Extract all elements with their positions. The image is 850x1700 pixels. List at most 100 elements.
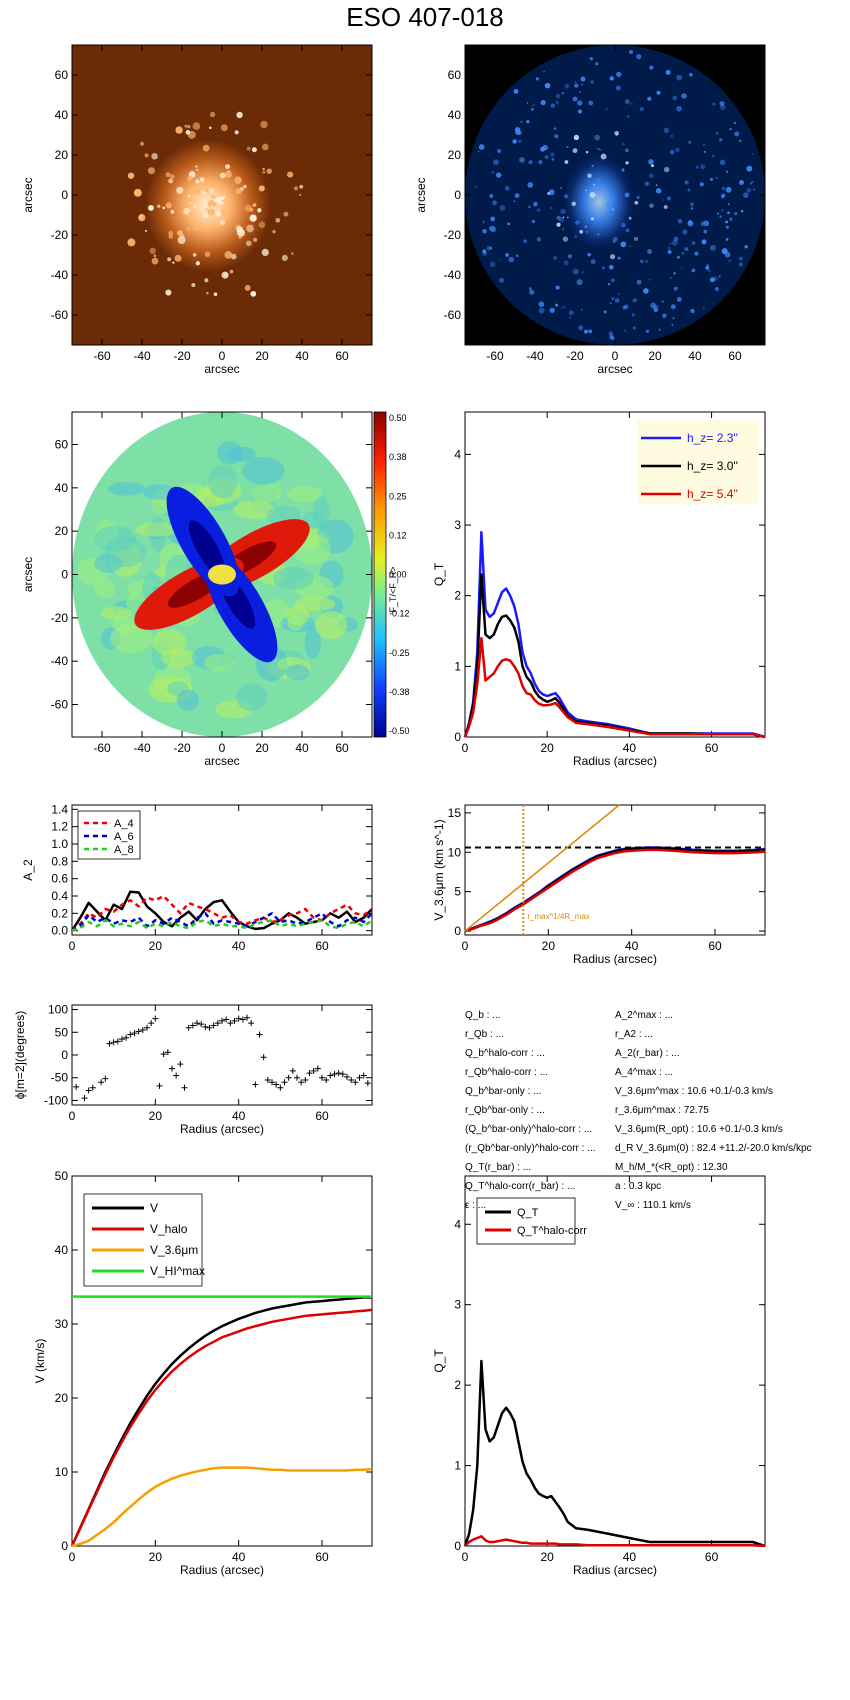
p2-knot (538, 307, 545, 314)
p7-ytick-label: -50 (51, 1071, 69, 1085)
p3-patch (152, 629, 187, 656)
p2-knot (725, 170, 729, 173)
p2-knot (620, 241, 627, 248)
p1-knot (148, 204, 154, 211)
p2-knot (566, 145, 569, 149)
p2-knot (523, 239, 528, 244)
p4-ylabel: Q_T (432, 562, 446, 586)
p9-legend-label: Q_T (517, 1207, 539, 1219)
p2-knot (609, 302, 612, 305)
p7-point (98, 1079, 105, 1086)
p3-xtick-label: -60 (93, 741, 111, 755)
p1-knot (127, 172, 135, 179)
p1-knot (243, 185, 247, 188)
p7-point (356, 1074, 363, 1081)
p2-knot (490, 216, 496, 222)
p1-knot (192, 253, 197, 257)
p5-ytick-label: 0.2 (51, 906, 68, 920)
p2-knot (687, 188, 691, 192)
p2-xtick-label: 20 (648, 349, 662, 363)
p2-knot (609, 76, 614, 81)
p8-legend-label: V_3.6μm (150, 1243, 198, 1257)
p2-ytick-label: -20 (444, 228, 462, 242)
info-right-line: A_2(r_bar) : ... (615, 1048, 680, 1059)
p7-point (156, 1082, 163, 1089)
p2-knot (625, 161, 629, 165)
p8-ytick-label: 40 (55, 1243, 69, 1257)
p6-annotation: r_max^1/4R_max (527, 912, 589, 921)
p7-point (260, 1054, 267, 1061)
p5-ytick-label: 1.2 (51, 820, 68, 834)
p1-knot (260, 120, 268, 129)
p2-knot (567, 254, 573, 259)
p1-knot (187, 175, 193, 181)
p2-knot (649, 203, 654, 208)
p7-point (248, 1020, 255, 1027)
p7-point (202, 1023, 209, 1030)
p3-colorbar-tick: 0.25 (389, 491, 407, 501)
p2-knot (702, 143, 706, 146)
p1-knot (299, 193, 302, 197)
p1-knot (207, 200, 216, 208)
p1-knot (257, 208, 262, 213)
p7-point (139, 1027, 146, 1033)
p1-xlabel: arcsec (204, 362, 239, 376)
p2-knot (609, 196, 615, 202)
p1-knot (188, 195, 191, 198)
p1-knot (209, 126, 212, 130)
p2-knot (672, 95, 678, 101)
p2-knot (710, 244, 716, 251)
p8-frame (71, 1175, 373, 1547)
p1-knot (272, 229, 276, 234)
p1-knot (191, 282, 196, 288)
p1-knot (187, 212, 193, 219)
p1-knot (221, 199, 225, 203)
p1-knot (195, 168, 199, 172)
p7-point (273, 1081, 280, 1088)
p2-knot (676, 105, 682, 112)
p2-knot (628, 216, 632, 220)
p2-knot (581, 83, 583, 86)
p2-knot (629, 50, 634, 55)
p2-knot (671, 240, 678, 246)
p3-patch (313, 495, 330, 530)
p1-knot (207, 208, 215, 216)
info-right-line: r_A2 : ... (615, 1029, 653, 1040)
p2-knot (689, 72, 693, 77)
p2-knot (574, 81, 577, 83)
p2-knot (531, 219, 535, 223)
p8-legend-label: V_halo (150, 1222, 188, 1236)
p3-ytick-label: 40 (55, 481, 69, 495)
p2-knot (482, 220, 485, 224)
p1-knot (147, 167, 156, 175)
p1-knot (245, 240, 252, 247)
p2-knot (564, 160, 569, 164)
p3-xtick-label: -40 (133, 741, 151, 755)
p1-xtick-label: -40 (133, 349, 151, 363)
p8-ytick-label: 0 (61, 1539, 68, 1553)
p8-series-1 (70, 1308, 373, 1547)
p1-ytick-label: -60 (51, 308, 69, 322)
p7-point (327, 1072, 334, 1079)
p1-knot (222, 195, 226, 199)
p4-frame (464, 411, 766, 738)
p2-knot (624, 192, 630, 198)
p3-ytick-label: -60 (51, 698, 69, 712)
p3-ytick-label: -20 (51, 611, 69, 625)
p2-knot (655, 184, 658, 186)
p3-colorbar (373, 411, 387, 738)
p2-knot (680, 266, 683, 269)
p2-knot (498, 258, 501, 261)
p2-knot (661, 300, 664, 303)
p1-knot (149, 247, 156, 255)
p2-knot (589, 57, 594, 61)
p1-knot (204, 251, 211, 258)
p2-knot (746, 187, 752, 193)
p5-ytick-label: 0.8 (51, 854, 68, 868)
p7-point (173, 1072, 180, 1079)
p3-patch (204, 654, 237, 672)
p1-ytick-label: 20 (55, 148, 69, 162)
p1-knot (202, 191, 206, 195)
p6-slope-line (464, 804, 620, 932)
p2-knot (725, 225, 729, 229)
